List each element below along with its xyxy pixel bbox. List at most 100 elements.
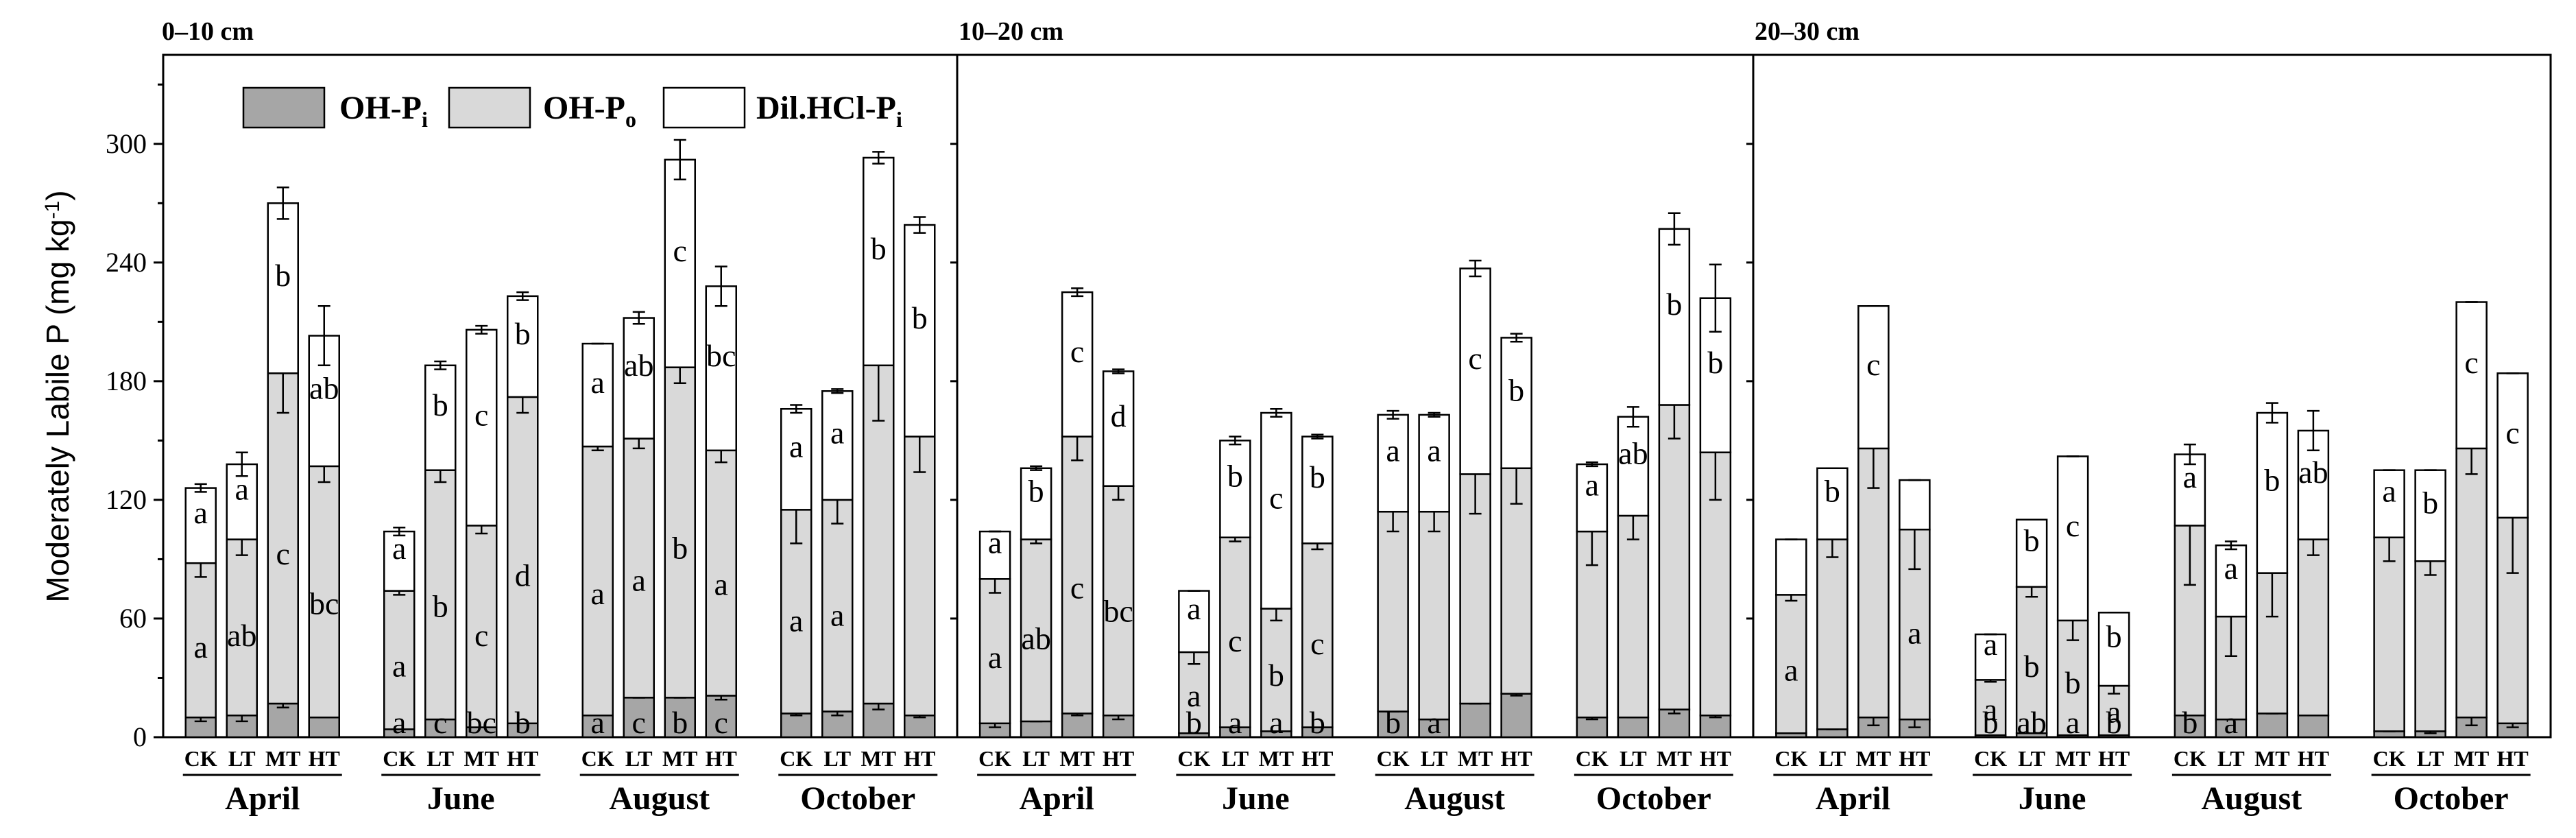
- bar-segment-ohpi: [1020, 720, 1052, 739]
- treatment-label: LT: [1620, 746, 1647, 771]
- bar-segment-ohpi: [2297, 715, 2330, 739]
- significance-letter-hcl: ab: [2298, 455, 2328, 490]
- treatment-label: CK: [1377, 746, 1410, 771]
- bar-segment-ohpo: [1500, 467, 1532, 695]
- treatment-label: HT: [1501, 746, 1532, 771]
- significance-letter-ohpi: b: [1983, 705, 1999, 740]
- bar-segment-ohpo: [1816, 538, 1849, 730]
- treatment-label: CK: [1974, 746, 2007, 771]
- significance-letter-hcl: a: [591, 365, 605, 400]
- treatment-label: CK: [2174, 746, 2206, 771]
- bar-segment-hcl: [1459, 267, 1491, 475]
- bars-layer: aaaabbcabbcaaabbcccbcbdbaaaabaccbbbcacaa…: [184, 139, 2529, 740]
- significance-letter-hcl: c: [673, 233, 687, 268]
- significance-letter-hcl: b: [2106, 619, 2122, 654]
- significance-letter-ohpi: c: [433, 705, 447, 740]
- treatment-label: MT: [1458, 746, 1493, 771]
- legend-label-ohpi: OH-Pi: [339, 90, 428, 132]
- treatment-label: LT: [625, 746, 653, 771]
- significance-letter-ohpi: b: [515, 705, 531, 740]
- bar-segment-hcl: [581, 342, 614, 448]
- bar-segment-ohpi: [2256, 713, 2289, 739]
- significance-letter-ohpo: c: [474, 618, 488, 653]
- treatment-label: HT: [309, 746, 340, 771]
- significance-letter-ohpo: a: [1907, 615, 1921, 650]
- bar-segment-ohpi: [1459, 702, 1491, 739]
- month-label: October: [1596, 780, 1711, 817]
- bar-segment-ohpi: [1617, 716, 1650, 739]
- treatment-label: CK: [1576, 746, 1609, 771]
- significance-letter-hcl: c: [474, 397, 488, 432]
- significance-letter-ohpi: a: [2066, 705, 2080, 740]
- significance-letter-ohpo: a: [714, 567, 728, 602]
- significance-letter-ohpo: b: [2065, 665, 2081, 700]
- significance-letter-ohpo: a: [591, 576, 605, 611]
- bar-segment-ohpi: [308, 716, 340, 739]
- bar-segment-ohpo: [1102, 485, 1135, 717]
- bar-segment-ohpi: [267, 702, 299, 739]
- treatment-label: MT: [1856, 746, 1892, 771]
- bar-segment-hcl: [1576, 463, 1609, 533]
- significance-letter-hcl: a: [1386, 433, 1399, 468]
- significance-letter-ohpo: a: [392, 649, 406, 684]
- significance-letter-hcl: c: [1468, 341, 1482, 376]
- significance-letter-hcl: d: [1111, 398, 1127, 433]
- treatment-label: LT: [2018, 746, 2045, 771]
- bar-segment-hcl: [623, 317, 655, 440]
- bar-segment-hcl: [2215, 544, 2248, 618]
- significance-letter-ohpo: a: [1984, 692, 1997, 727]
- bar-segment-hcl: [821, 390, 854, 501]
- treatment-label: MT: [860, 746, 896, 771]
- bar-segment-hcl: [904, 224, 936, 438]
- bar-segment-hcl: [1377, 414, 1409, 513]
- bar-segment-ohpo: [2373, 536, 2405, 732]
- treatment-label: HT: [1700, 746, 1731, 771]
- significance-letter-ohpo: a: [789, 603, 803, 638]
- significance-letter-ohpi: bc: [467, 705, 496, 740]
- treatment-label: HT: [904, 746, 935, 771]
- significance-letter-ohpo: a: [988, 640, 1002, 675]
- legend-swatch-ohpo: [448, 86, 531, 129]
- treatment-label: HT: [1103, 746, 1134, 771]
- bar-segment-ohpo: [1418, 510, 1450, 721]
- bar-segment-ohpo: [904, 435, 936, 717]
- significance-letter-hcl: b: [2024, 523, 2040, 558]
- bar-segment-ohpo: [184, 562, 217, 719]
- month-label: October: [800, 780, 915, 817]
- bar-segment-ohpo: [2414, 560, 2446, 732]
- bar-segment-ohpo: [581, 445, 614, 717]
- treatment-label: MT: [1259, 746, 1295, 771]
- y-tick-label: 60: [119, 603, 147, 634]
- significance-letter-ohpi: a: [2224, 705, 2238, 740]
- bar-segment-hcl: [2174, 453, 2206, 527]
- significance-letter-ohpo: a: [1187, 678, 1201, 713]
- bar-segment-ohpo: [2015, 586, 2048, 734]
- significance-letter-ohpo: ab: [227, 618, 256, 653]
- treatment-label: MT: [1657, 746, 1692, 771]
- significance-letter-hcl: c: [1269, 480, 1283, 515]
- treatment-label: LT: [823, 746, 851, 771]
- significance-letter-hcl: b: [1227, 459, 1243, 494]
- treatment-label: CK: [581, 746, 614, 771]
- significance-letter-ohpo: a: [2107, 695, 2121, 730]
- month-label: August: [609, 780, 710, 817]
- significance-letter-ohpo: c: [1310, 626, 1324, 661]
- treatment-label: LT: [1022, 746, 1050, 771]
- y-label-close: ): [40, 190, 75, 200]
- bar-segment-hcl: [1500, 337, 1532, 470]
- significance-letter-ohpi: b: [672, 705, 688, 740]
- significance-letter-hcl: ab: [309, 370, 339, 405]
- treatment-label: CK: [2373, 746, 2406, 771]
- bar-segment-hcl: [2496, 372, 2529, 519]
- significance-letter-ohpo: a: [1784, 652, 1798, 687]
- month-label: August: [1404, 780, 1505, 817]
- significance-letter-hcl: b: [871, 231, 887, 266]
- treatment-label: CK: [1177, 746, 1210, 771]
- treatment-label: CK: [1774, 746, 1807, 771]
- bar-segment-ohpo: [1260, 608, 1292, 732]
- bar-segment-ohpi: [1816, 728, 1849, 739]
- significance-letter-hcl: b: [515, 316, 531, 351]
- significance-letter-ohpo: b: [2024, 649, 2040, 684]
- bar-segment-hcl: [2097, 612, 2130, 687]
- y-tick-label: 120: [106, 484, 147, 515]
